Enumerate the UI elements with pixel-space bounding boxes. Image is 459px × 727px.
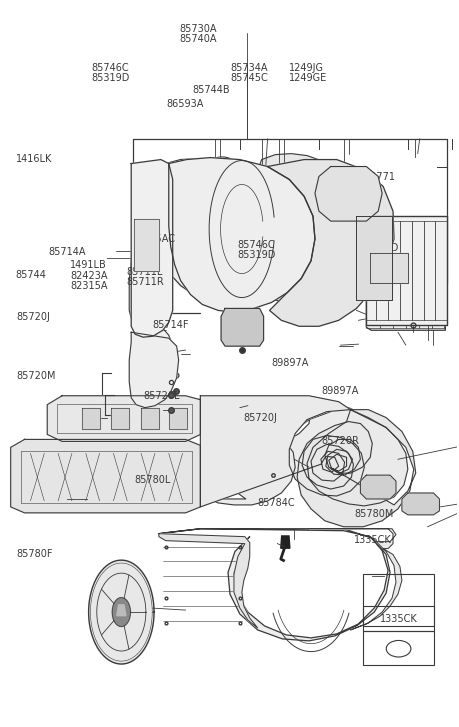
Polygon shape — [267, 159, 393, 326]
Text: 86593A: 86593A — [166, 99, 203, 109]
Text: 85714A: 85714A — [48, 247, 85, 257]
Text: 85744B: 85744B — [192, 85, 230, 95]
Polygon shape — [82, 408, 100, 430]
Polygon shape — [200, 395, 407, 507]
Text: 85714F: 85714F — [152, 321, 189, 330]
Polygon shape — [356, 216, 391, 300]
Polygon shape — [365, 216, 446, 325]
Text: 85319D: 85319D — [237, 250, 275, 260]
Polygon shape — [154, 158, 290, 299]
Text: 82315A: 82315A — [70, 281, 107, 292]
Text: 85720J: 85720J — [243, 413, 277, 422]
Polygon shape — [297, 409, 415, 527]
Polygon shape — [111, 408, 129, 430]
Polygon shape — [168, 158, 314, 313]
Text: 85745C: 85745C — [230, 73, 267, 83]
Polygon shape — [112, 598, 130, 627]
Text: 85730A: 85730A — [179, 24, 217, 33]
Polygon shape — [158, 529, 389, 641]
Text: 89897A: 89897A — [270, 358, 308, 369]
Polygon shape — [228, 299, 247, 314]
Polygon shape — [158, 534, 257, 628]
Text: 85319D: 85319D — [91, 73, 129, 83]
Text: 1416LK: 1416LK — [17, 153, 53, 164]
Polygon shape — [24, 439, 183, 509]
Text: 1125AC: 1125AC — [138, 234, 176, 244]
Text: 85720M: 85720M — [17, 371, 56, 382]
Polygon shape — [129, 332, 178, 408]
Polygon shape — [64, 395, 185, 447]
Text: 85746C: 85746C — [237, 240, 274, 250]
Polygon shape — [370, 249, 405, 278]
Polygon shape — [308, 529, 401, 630]
Text: 1335CK: 1335CK — [353, 535, 391, 545]
Polygon shape — [168, 408, 186, 430]
Polygon shape — [247, 153, 362, 300]
Polygon shape — [369, 253, 407, 283]
Text: 85720R: 85720R — [320, 435, 358, 446]
Text: 85771: 85771 — [364, 172, 395, 182]
Text: 82423A: 82423A — [70, 271, 107, 281]
Text: 1249GE: 1249GE — [288, 73, 327, 83]
Text: 85711L: 85711L — [126, 267, 162, 277]
Polygon shape — [324, 177, 369, 221]
Text: 85734A: 85734A — [230, 63, 267, 73]
Polygon shape — [129, 164, 164, 322]
Polygon shape — [401, 493, 438, 515]
Text: 85780M: 85780M — [354, 509, 393, 518]
Polygon shape — [365, 211, 444, 330]
Text: 85711R: 85711R — [126, 277, 164, 287]
Text: 89897A: 89897A — [320, 386, 358, 396]
Polygon shape — [183, 395, 389, 505]
Polygon shape — [156, 411, 174, 432]
Polygon shape — [11, 439, 200, 513]
Polygon shape — [134, 318, 174, 395]
Polygon shape — [230, 318, 253, 338]
Text: 1249JG: 1249JG — [288, 63, 324, 73]
Polygon shape — [131, 159, 172, 337]
Polygon shape — [96, 411, 114, 432]
Text: 85720L: 85720L — [143, 391, 180, 401]
Text: 85780L: 85780L — [134, 475, 171, 486]
Polygon shape — [126, 411, 144, 432]
Text: 85740A: 85740A — [179, 34, 217, 44]
Polygon shape — [280, 536, 289, 548]
Polygon shape — [359, 475, 395, 499]
Text: 85780F: 85780F — [17, 549, 53, 559]
Polygon shape — [134, 219, 158, 270]
Text: 85720J: 85720J — [17, 312, 50, 321]
Polygon shape — [47, 395, 200, 441]
Polygon shape — [131, 226, 146, 266]
Polygon shape — [89, 560, 154, 664]
Polygon shape — [141, 408, 158, 430]
Polygon shape — [139, 340, 156, 385]
Polygon shape — [314, 166, 381, 221]
Text: 85319D: 85319D — [359, 243, 397, 253]
Text: 1491LB: 1491LB — [70, 260, 106, 270]
Text: 85744: 85744 — [16, 270, 46, 281]
Polygon shape — [221, 308, 263, 346]
Text: 85784C: 85784C — [257, 499, 294, 508]
Text: 1335CK: 1335CK — [379, 614, 417, 624]
Polygon shape — [117, 605, 126, 616]
Text: 85746C: 85746C — [91, 63, 129, 73]
